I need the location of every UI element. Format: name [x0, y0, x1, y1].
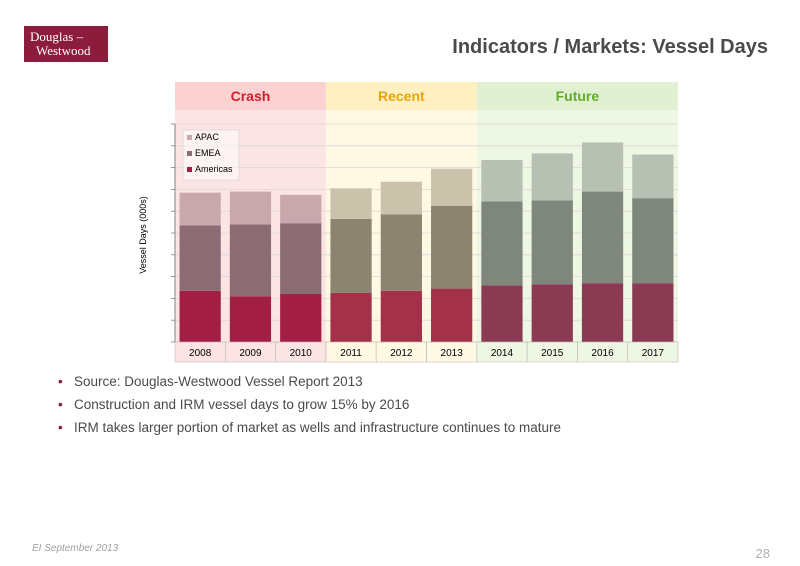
x-label-cell: [627, 341, 679, 363]
bar-apac-2012: [380, 181, 422, 215]
period-header-future: [476, 82, 678, 110]
legend-label-americas: Americas: [195, 164, 233, 174]
bar-emea-2009: [229, 224, 272, 297]
company-logo: Douglas – Westwood: [24, 26, 108, 62]
period-header-crash: [175, 82, 326, 110]
bar-apac-2015: [531, 153, 573, 201]
bar-americas-2012: [380, 290, 422, 342]
legend-swatch-americas: [187, 167, 192, 172]
legend-label-emea: EMEA: [195, 148, 221, 158]
period-label-recent: Recent: [378, 88, 425, 104]
bar-emea-2008: [179, 225, 221, 291]
period-label-future: Future: [556, 88, 600, 104]
bar-emea-2015: [531, 200, 573, 285]
bar-apac-2014: [481, 159, 523, 202]
bar-emea-2014: [481, 201, 523, 286]
logo-line-1: Douglas –: [30, 29, 84, 44]
bar-apac-2009: [229, 191, 272, 225]
bar-emea-2012: [380, 214, 422, 291]
bullet-growth: Construction and IRM vessel days to grow…: [58, 393, 561, 416]
x-tick-label-2016: 2016: [591, 348, 614, 359]
bar-americas-2014: [481, 285, 523, 342]
x-tick-label-2010: 2010: [290, 348, 313, 359]
bar-emea-2011: [330, 218, 372, 293]
bullet-list: Source: Douglas-Westwood Vessel Report 2…: [58, 370, 561, 439]
vessel-days-chart: Crash Recent Future Vessel Days (000s) 200…: [138, 82, 679, 363]
bar-apac-2011: [330, 188, 372, 219]
period-label-crash: Crash: [231, 88, 271, 104]
bar-apac-2017: [632, 154, 674, 199]
x-tick-label-2014: 2014: [491, 348, 514, 359]
x-tick-label-2008: 2008: [189, 348, 212, 359]
x-tick-label-2009: 2009: [239, 348, 262, 359]
bar-americas-2013: [431, 288, 473, 342]
slide-title: Indicators / Markets: Vessel Days: [452, 36, 768, 58]
legend-label-apac: APAC: [195, 132, 219, 142]
page-number: 28: [755, 546, 770, 561]
bullet-source: Source: Douglas-Westwood Vessel Report 2…: [58, 370, 561, 393]
bar-emea-2017: [632, 198, 674, 284]
legend-box: [182, 129, 240, 181]
x-tick-label-2015: 2015: [541, 348, 564, 359]
bar-apac-2010: [280, 194, 322, 224]
y-axis-label: Vessel Days (000s): [138, 196, 148, 274]
legend-swatch-apac: [187, 135, 192, 140]
bar-americas-2011: [330, 292, 372, 342]
bar-apac-2008: [179, 192, 221, 226]
bar-apac-2013: [431, 168, 473, 206]
bar-americas-2015: [531, 284, 573, 342]
period-header-recent: [325, 82, 477, 110]
bar-americas-2008: [179, 290, 221, 342]
bar-emea-2016: [581, 191, 624, 284]
bar-emea-2010: [280, 223, 322, 295]
bar-americas-2017: [632, 283, 674, 342]
bar-apac-2016: [581, 142, 624, 192]
footer-date: EI September 2013: [32, 543, 119, 554]
bar-americas-2016: [581, 283, 624, 342]
x-tick-label-2017: 2017: [642, 348, 665, 359]
bar-emea-2013: [431, 205, 473, 289]
bullet-irm: IRM takes larger portion of market as we…: [58, 416, 561, 439]
x-tick-label-2012: 2012: [390, 348, 413, 359]
x-tick-label-2011: 2011: [340, 348, 362, 359]
x-tick-label-2013: 2013: [441, 348, 464, 359]
bar-americas-2009: [229, 296, 272, 342]
logo-line-2: Westwood: [36, 43, 91, 58]
bar-americas-2010: [280, 294, 322, 342]
legend-swatch-emea: [187, 151, 192, 156]
